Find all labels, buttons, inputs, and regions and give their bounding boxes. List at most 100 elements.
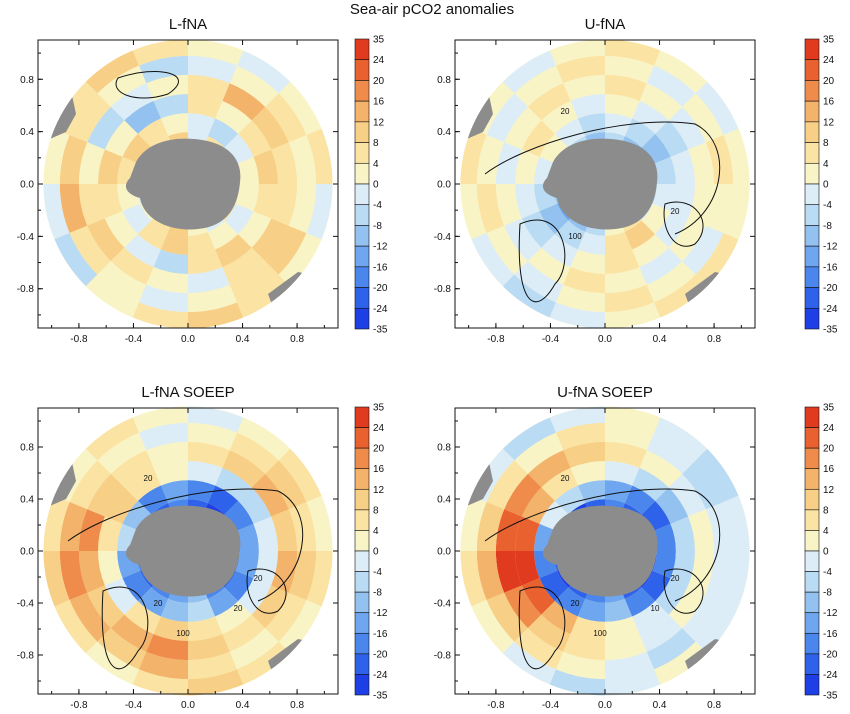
colorbar-label: 8 [823,138,829,149]
contour-label: 100 [593,629,607,638]
colorbar-label: -35 [823,691,838,702]
heatmap-cell [288,184,317,234]
heatmap-cell [554,587,586,617]
heatmap-cell [251,473,289,517]
colorbar-swatch [804,632,820,655]
heatmap-cell [654,417,708,461]
colorbar-label: 20 [823,444,835,455]
heatmap-cell [515,551,540,586]
colorbar-label: 0 [373,547,379,558]
heatmap-cell [502,50,556,94]
heatmap-cell [253,551,278,586]
heatmap-cell [527,247,571,285]
heatmap-cell [188,94,223,119]
heatmap-cell [188,113,216,137]
colorbar-swatch [804,162,820,185]
heatmap-cell [188,55,238,84]
heatmap-cell [271,184,298,226]
heatmap-cell [110,247,154,285]
heatmap-cell [682,592,724,642]
heatmap-cell [655,487,689,524]
heatmap-cell [188,616,223,641]
heatmap-cell [188,441,230,468]
heatmap-cells [43,406,333,696]
map-panel-3: L-fNA SOEEP 20 20 20 100 20 -0.8 -0.4 0.0 0.4 0.8 0… [17,384,388,711]
heatmap-cell [570,94,605,119]
heatmap-cell [632,601,669,635]
heatmap-cell [306,128,333,184]
heatmap-cell [605,441,647,468]
map-panel-1: L-fNA -0.8 -0.4 0.0 0.4 0.8 0.8 0.4 0.0 -0.4 -0.8 3… [17,16,388,345]
colorbar-label: 0 [373,180,379,191]
heatmap-cell [605,55,655,84]
y-tick-label: -0.4 [17,232,35,243]
colorbar-swatch [804,427,820,449]
colorbar-label: -20 [373,283,388,294]
heatmap-cell [521,120,555,157]
colorbar-label: -16 [823,629,838,640]
colorbar-swatch [804,142,820,164]
colorbar-label: -16 [823,262,838,273]
contour-label: 20 [254,574,263,583]
heatmap-cell [460,184,487,240]
contour-label: 20 [144,474,153,483]
y-tick-label: -0.8 [17,651,35,662]
heatmap-cell [43,128,70,184]
map-panel-2: U-fNA 20 100 20 -0.8 -0.4 0.0 0.4 0.8 0.8 0.4 0.0 -0… [434,16,838,345]
heatmap-cell [670,149,695,184]
heatmap-cell [668,106,706,150]
heatmap-cell [188,598,216,622]
heatmap-cell [132,39,188,66]
heatmap-cell [654,274,708,318]
contour-lines [67,488,304,670]
colorbar-label: 4 [823,526,829,537]
heatmap-cell [641,133,671,165]
colorbar-label: 16 [373,97,385,108]
colorbar-label: 24 [373,55,385,66]
contour-label: 100 [176,629,190,638]
heatmap-cell [605,74,647,101]
heatmap-cell [646,65,696,107]
heatmap-cell [104,211,138,248]
y-tick-label: 0.0 [20,547,34,558]
heatmap-cell [549,406,605,433]
x-tick-label: 0.4 [236,700,250,711]
colorbar-label: 16 [823,464,835,475]
heatmap-cell [265,592,307,642]
heatmap-cell [153,616,188,641]
heatmap-cell [527,83,571,121]
contour-line [484,488,721,602]
heatmap-cell [723,184,750,240]
heatmap-cell [646,432,696,474]
contour-label: 100 [568,232,582,241]
colorbar-label: 12 [823,485,835,496]
heatmap-cell [605,231,633,255]
colorbar-swatch [804,468,820,490]
heatmap-cell [639,614,683,652]
heatmap-cell [188,480,216,504]
y-tick-label: 0.4 [20,495,34,506]
heatmap-cell [471,233,515,287]
heatmap-cell [541,234,578,268]
heatmap-cell [122,500,152,532]
heatmap-cell [655,120,689,157]
heatmap-cell [188,267,230,294]
heatmap-cell [251,585,289,629]
colorbar-label: -4 [373,200,382,211]
colorbar-label: -8 [373,588,382,599]
heatmap-cell [476,551,505,601]
heatmap-cell [460,551,487,607]
heatmap-cell [655,578,689,615]
heatmap-cell [288,134,317,184]
heatmap-cell [222,247,266,285]
heatmap-cell [78,184,105,226]
heatmap-cell [486,93,528,143]
y-tick-label: 0.8 [437,443,451,454]
heatmap-cell [122,203,152,235]
colorbar-label: -12 [823,242,838,253]
colorbar-swatch [804,204,820,226]
colorbar: 35 24 20 16 12 8 4 0 -4 -8 -12 -16 -20 -24 -35 [354,403,388,702]
colorbar-swatch [354,162,370,185]
heatmap-cell [238,487,272,524]
heatmap-cell [555,651,605,680]
